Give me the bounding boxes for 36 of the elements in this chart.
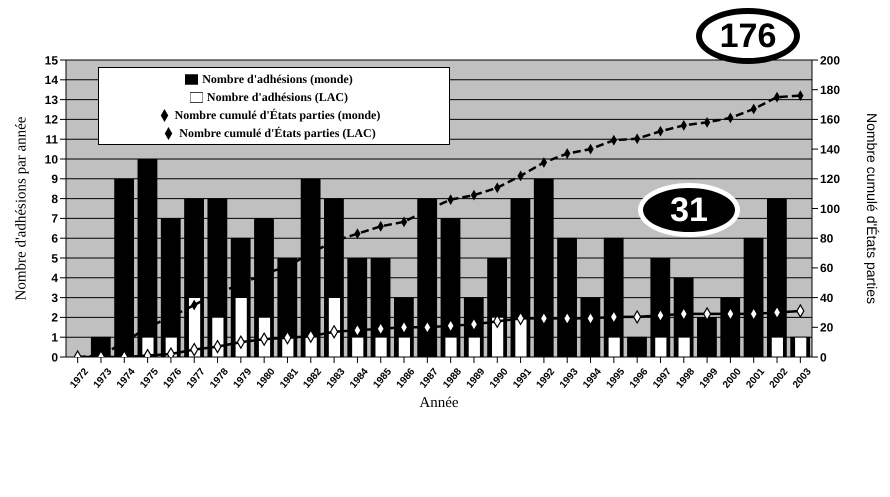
y2-tick-label: 0 <box>820 350 827 364</box>
y-tick-label: 1 <box>51 330 58 344</box>
y2-tick-label: 20 <box>820 320 834 335</box>
y2-tick-label: 200 <box>820 53 840 68</box>
y2-tick-label: 120 <box>820 172 840 186</box>
y-tick-label: 0 <box>51 350 58 364</box>
y-tick-label: 6 <box>51 231 58 246</box>
legend-label: Nombre cumulé d'États parties (monde) <box>174 108 380 122</box>
y2-axis-title: Nombre cumulé d'États parties <box>864 113 880 304</box>
y2-tick-label: 160 <box>820 112 840 127</box>
y-tick-label: 9 <box>51 172 58 186</box>
y-tick-label: 12 <box>44 112 58 127</box>
y-tick-label: 10 <box>44 152 58 166</box>
y-tick-label: 4 <box>51 271 58 286</box>
legend-label: Nombre cumulé d'États parties (LAC) <box>179 126 376 140</box>
y2-tick-label: 140 <box>820 142 840 156</box>
y-tick-label: 2 <box>51 310 58 325</box>
y2-tick-label: 100 <box>820 202 840 216</box>
y2-tick-label: 80 <box>820 231 834 246</box>
annotation: 31 <box>670 190 708 230</box>
y-tick-label: 13 <box>44 92 58 107</box>
y-tick-label: 3 <box>51 290 58 305</box>
y2-tick-label: 40 <box>820 290 834 305</box>
y-tick-label: 15 <box>44 53 58 68</box>
y-tick-label: 11 <box>45 132 58 146</box>
oval-callout: 176 <box>696 8 800 64</box>
x-axis-title: Année <box>419 395 459 411</box>
y2-tick-label: 180 <box>820 82 840 97</box>
y-tick-label: 7 <box>51 212 58 226</box>
legend-label: Nombre d'adhésions (LAC) <box>206 90 348 104</box>
y-tick-label: 14 <box>44 73 58 88</box>
y-tick-label: 5 <box>51 251 58 266</box>
y-axis-title: Nombre d'adhésions par année <box>13 116 30 300</box>
legend-label: Nombre d'adhésions (monde) <box>202 72 353 86</box>
y2-tick-label: 60 <box>820 261 834 276</box>
y-tick-label: 8 <box>51 192 58 206</box>
